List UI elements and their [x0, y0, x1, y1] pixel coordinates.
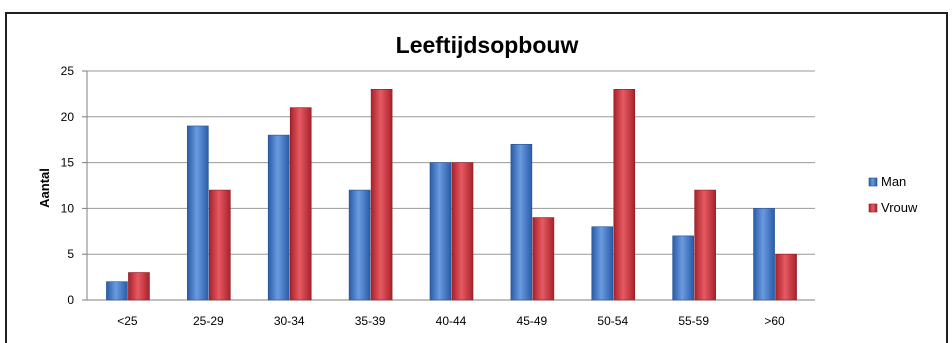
bar-vrouw-4	[451, 162, 474, 301]
x-tick-labels: <25 25-29 30-34 35-39 40-44 45-49 50-54 55-59 >6…	[117, 314, 785, 328]
y-tick-label: 20	[61, 110, 75, 124]
bar-man-1	[187, 125, 209, 301]
bar-man-3	[348, 189, 371, 301]
bar-vrouw-1	[209, 189, 231, 301]
bar-man-2	[267, 134, 290, 301]
legend: Man Vrouw	[868, 174, 918, 215]
bar-vrouw-2	[289, 107, 312, 301]
y-tick-label: 5	[67, 247, 74, 261]
legend-swatch-man	[868, 177, 878, 187]
x-tick-label: 55-59	[678, 314, 709, 328]
bar-vrouw-0	[128, 272, 150, 301]
y-axis-label: Aantal	[37, 168, 52, 208]
bar-vrouw-6	[613, 89, 636, 301]
x-tick-label: 45-49	[517, 314, 548, 328]
chart-title: Leeftijdsopbouw	[396, 32, 579, 58]
x-tick-label: 30-34	[274, 314, 305, 328]
bar-man-0	[106, 281, 128, 301]
x-tick-label: <25	[117, 314, 138, 328]
legend-label-vrouw: Vrouw	[881, 200, 918, 215]
legend-label-man: Man	[881, 174, 906, 189]
y-tick-label: 25	[61, 64, 75, 78]
x-tick-label: 35-39	[355, 314, 386, 328]
x-tick-label: 50-54	[597, 314, 628, 328]
legend-swatch-vrouw	[868, 203, 878, 213]
y-tick-label: 15	[61, 156, 75, 170]
bar-man-5	[510, 143, 533, 301]
y-tick-label: 10	[61, 201, 75, 215]
bar-vrouw-5	[532, 217, 555, 301]
bar-man-6	[591, 226, 614, 301]
y-tick-label: 0	[67, 293, 74, 307]
x-tick-label: 40-44	[436, 314, 467, 328]
bar-man-7	[672, 235, 694, 301]
bar-man-4	[429, 162, 452, 301]
bars	[106, 89, 797, 301]
bar-vrouw-3	[370, 89, 393, 301]
bar-man-8	[753, 208, 775, 301]
bar-vrouw-8	[775, 253, 797, 301]
bar-vrouw-7	[694, 189, 716, 301]
x-tick-label: >60	[764, 314, 785, 328]
x-tick-label: 25-29	[193, 314, 224, 328]
y-tick-labels: 0 5 10 15 20 25	[61, 64, 75, 307]
